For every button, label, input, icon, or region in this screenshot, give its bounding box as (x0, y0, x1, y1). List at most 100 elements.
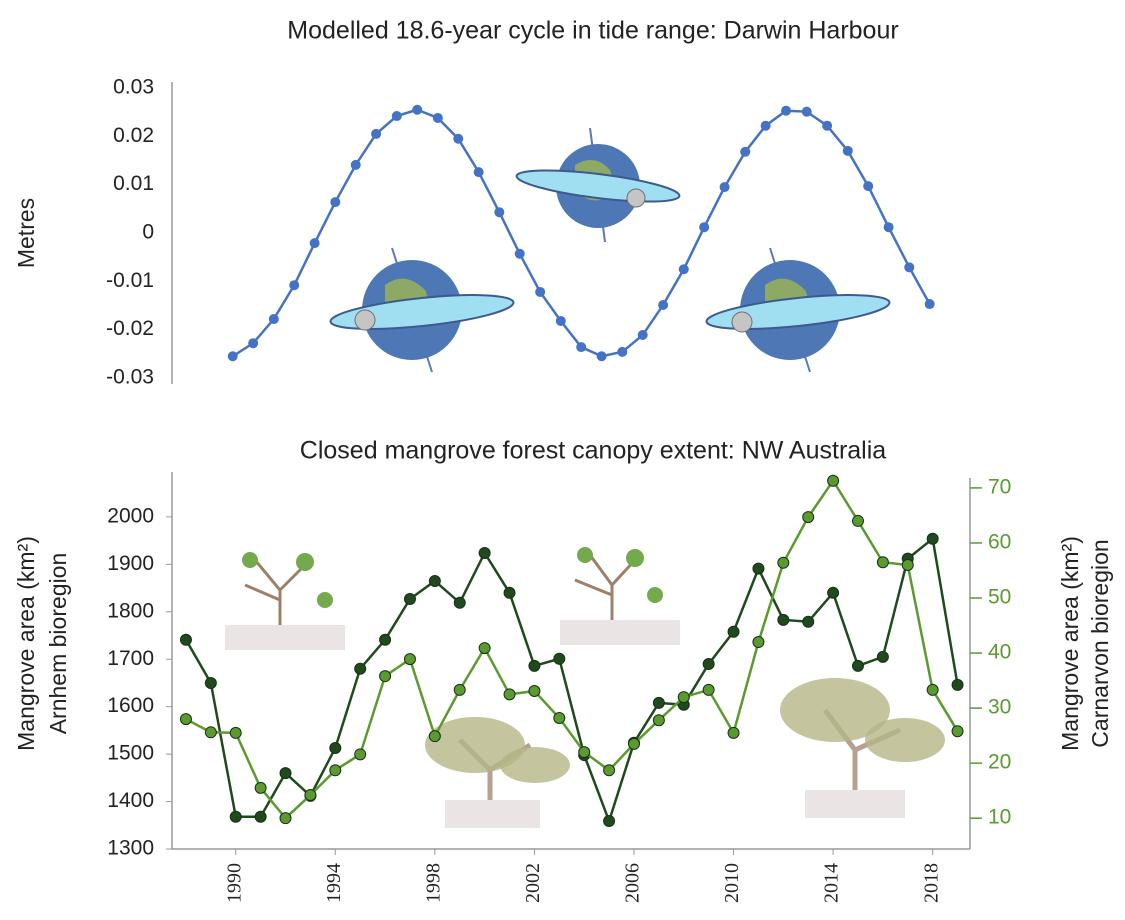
data-point (354, 662, 367, 675)
data-point (229, 726, 242, 739)
data-point (514, 248, 525, 259)
tree-1 (225, 552, 345, 650)
data-point (702, 683, 715, 696)
y-axis-label: Metres (13, 198, 39, 268)
data-point (555, 315, 566, 326)
data-point (760, 120, 771, 131)
x-tick-label: 2010 (721, 863, 743, 903)
y-tick-label: 2000 (107, 504, 154, 527)
data-point (229, 810, 242, 823)
data-point (254, 810, 267, 823)
series-line (184, 536, 959, 825)
data-point (412, 104, 423, 115)
y2-axis-label: Mangrove area (km²) (1057, 536, 1083, 751)
data-point (403, 592, 416, 605)
data-point (699, 222, 710, 233)
data-point (781, 105, 792, 116)
x-tick-label: 1994 (323, 863, 345, 903)
data-point (478, 642, 491, 655)
y-tick-label: 1700 (107, 647, 154, 670)
data-point (802, 615, 815, 628)
y2-tick-label: 60 (988, 530, 1011, 553)
data-point (179, 713, 192, 726)
y-tick-label: 0 (142, 221, 154, 244)
earth-left (329, 247, 515, 373)
data-point (535, 286, 546, 297)
data-point (926, 532, 939, 545)
data-point (727, 625, 740, 638)
data-point (379, 670, 392, 683)
y-tick-label: -0.01 (106, 269, 154, 292)
data-point (279, 812, 292, 825)
data-point (371, 128, 382, 139)
data-point (578, 746, 591, 759)
x-tick-label: 2014 (821, 863, 843, 903)
data-point (553, 652, 566, 665)
y-tick-label: -0.03 (106, 366, 154, 389)
data-point (179, 633, 192, 646)
y2-tick-label: 10 (988, 806, 1011, 829)
data-point (740, 146, 751, 157)
data-point (883, 222, 894, 233)
y2-tick-label: 30 (988, 696, 1011, 719)
x-tick-label: 1990 (223, 863, 245, 903)
data-point (801, 106, 812, 117)
data-point (926, 683, 939, 696)
y-axis-label: Mangrove area (km²) (13, 536, 39, 751)
data-point (678, 264, 689, 275)
data-point (289, 280, 300, 291)
data-point (677, 691, 690, 704)
data-point (596, 351, 607, 362)
data-point (904, 262, 915, 273)
data-point (752, 636, 765, 649)
data-point (603, 764, 616, 777)
data-point (453, 596, 466, 609)
y-tick-label: 1300 (107, 837, 154, 860)
data-point (876, 650, 889, 663)
data-point (428, 730, 441, 743)
data-point (951, 678, 964, 691)
data-point (851, 514, 864, 527)
chart-title: Modelled 18.6-year cycle in tide range: … (287, 17, 898, 45)
data-point (658, 300, 669, 311)
data-point (777, 613, 790, 626)
data-point (863, 181, 874, 192)
data-point (777, 556, 790, 569)
data-point (478, 546, 491, 559)
data-point (354, 748, 367, 761)
x-tick-label: 2006 (622, 863, 644, 903)
data-point (350, 159, 361, 170)
data-point (453, 133, 464, 144)
y-tick-label: 1900 (107, 552, 154, 575)
data-point (304, 789, 317, 802)
data-point (802, 511, 815, 524)
data-point (851, 659, 864, 672)
data-point (248, 338, 259, 349)
data-point (719, 182, 730, 193)
data-point (727, 726, 740, 739)
chart-title: Closed mangrove forest canopy extent: NW… (300, 437, 886, 465)
data-point (227, 351, 238, 362)
y-tick-label: 0.03 (113, 76, 154, 99)
data-point (617, 346, 628, 357)
data-point (309, 238, 320, 249)
data-point (379, 633, 392, 646)
tree-4 (780, 678, 945, 818)
tree-2 (560, 547, 680, 645)
earth-right (705, 247, 891, 373)
data-point (329, 764, 342, 777)
data-point (403, 653, 416, 666)
y-tick-label: 1500 (107, 742, 154, 765)
y-tick-label: 0.02 (113, 124, 154, 147)
y-axis-label: Arnhem bioregion (45, 553, 71, 735)
data-point (842, 145, 853, 156)
data-point (204, 726, 217, 739)
data-point (652, 714, 665, 727)
y2-tick-label: 40 (988, 641, 1011, 664)
y-tick-label: 0.01 (113, 172, 154, 195)
y2-tick-label: 50 (988, 586, 1011, 609)
y2-tick-label: 70 (988, 475, 1011, 498)
data-point (254, 781, 267, 794)
x-tick-label: 2002 (522, 863, 544, 903)
